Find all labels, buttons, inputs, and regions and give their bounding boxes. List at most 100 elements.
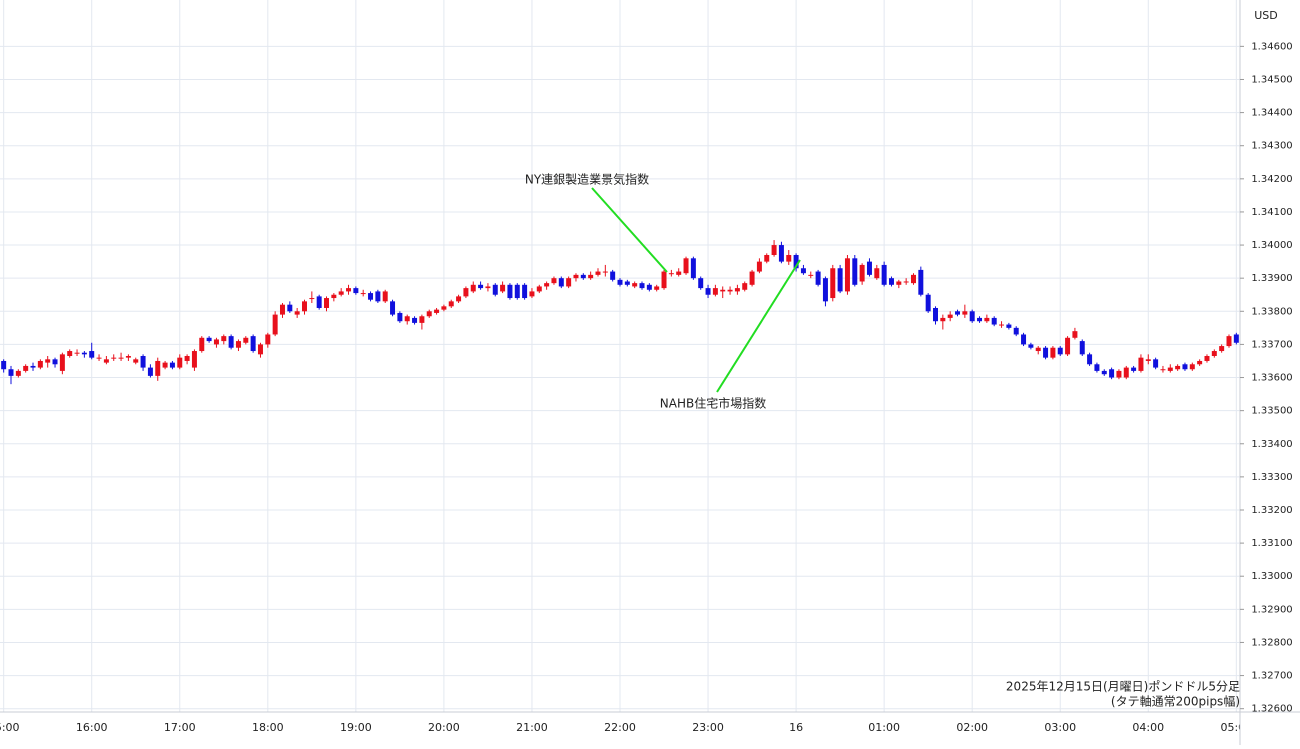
y-tick-label: 1.33500 — [1251, 406, 1292, 417]
candle-body — [852, 258, 858, 285]
candle-body — [1087, 354, 1093, 365]
y-tick-label: 1.33300 — [1251, 472, 1292, 483]
candle-body — [1050, 347, 1056, 358]
candle-body — [103, 359, 109, 363]
candle-body — [881, 264, 887, 285]
y-tick-label: 1.32800 — [1251, 637, 1292, 648]
x-tick-label: 02:00 — [956, 721, 988, 734]
x-tick-label: 19:00 — [340, 721, 372, 734]
candle-body — [727, 289, 733, 292]
candle-body — [1167, 367, 1173, 371]
y-tick-label: 1.33900 — [1251, 273, 1292, 284]
candle-body — [272, 314, 278, 335]
candle-body — [962, 311, 968, 315]
y-tick-label: 1.32600 — [1251, 704, 1292, 715]
y-tick-label: 1.34200 — [1251, 174, 1292, 185]
candle-body — [756, 261, 762, 272]
candle-body — [778, 245, 784, 262]
candle-body — [1109, 369, 1115, 378]
candle-body — [434, 309, 440, 313]
y-tick-label: 1.33600 — [1251, 373, 1292, 384]
candle-body — [478, 284, 484, 289]
candle-body — [793, 254, 799, 269]
candle-body — [866, 261, 872, 275]
candle-body — [1189, 364, 1195, 370]
candle-body — [844, 258, 850, 292]
candle-body — [441, 306, 447, 310]
candle-body — [1153, 359, 1159, 368]
candle-body — [933, 307, 938, 322]
candle-body — [448, 301, 454, 307]
candle-body — [632, 283, 638, 287]
y-tick-label: 1.33400 — [1251, 439, 1292, 450]
candle-body — [45, 359, 51, 363]
candle-body — [859, 264, 865, 282]
candle-body — [771, 245, 777, 255]
candle-body — [947, 314, 953, 318]
candle-body — [331, 294, 337, 299]
x-tick-label: 15:00 — [0, 721, 20, 734]
candle-body — [815, 271, 821, 285]
candle-body — [1123, 367, 1129, 378]
candle-body — [1013, 327, 1019, 335]
candle-body — [346, 288, 352, 292]
candle-body — [1145, 359, 1151, 361]
candle-body — [690, 258, 696, 279]
y-tick-label: 1.33700 — [1251, 339, 1292, 350]
candle-body — [1072, 331, 1078, 338]
candle-body — [492, 284, 498, 295]
candle-body — [830, 268, 836, 299]
candle-body — [925, 294, 931, 312]
candle-body — [287, 304, 293, 312]
candle-body — [147, 367, 153, 376]
candle-body — [544, 283, 550, 287]
candle-body — [375, 291, 381, 302]
annotation: NY連銀製造業景気指数 — [525, 172, 649, 187]
candle-body — [426, 311, 432, 317]
candle-body — [1094, 364, 1100, 371]
candle-body — [177, 357, 183, 368]
candle-body — [1226, 336, 1232, 347]
candle-body — [257, 344, 263, 355]
candle-body — [1021, 334, 1027, 345]
candle-body — [1079, 341, 1085, 355]
candle-body — [419, 316, 425, 323]
x-tick-label: 17:00 — [164, 721, 196, 734]
candle-body — [698, 278, 704, 289]
candle-body — [470, 284, 476, 292]
x-tick-label: 16 — [789, 721, 803, 734]
candle-body — [764, 254, 770, 262]
candle-body — [1006, 324, 1012, 328]
candle-body — [507, 284, 513, 299]
candle-body — [639, 283, 645, 289]
candle-body — [302, 301, 307, 312]
candle-body — [705, 288, 711, 295]
candle-body — [720, 289, 726, 292]
candle-body — [1116, 370, 1122, 378]
candle-body — [683, 258, 689, 274]
candle-body — [169, 362, 175, 368]
candles — [1, 240, 1239, 385]
y-tick-label: 1.33000 — [1251, 571, 1292, 582]
candle-body — [96, 357, 102, 359]
candle-body — [712, 288, 718, 295]
candle-body — [580, 274, 586, 279]
candle-body — [206, 337, 212, 342]
annotation-line — [591, 187, 668, 273]
y-tick-label: 1.33100 — [1251, 538, 1292, 549]
x-tick-label: 18:00 — [252, 721, 284, 734]
candle-body — [184, 356, 190, 361]
candle-body — [199, 337, 205, 352]
y-tick-label: 1.34300 — [1251, 141, 1292, 152]
candle-body — [111, 357, 117, 359]
candle-body — [588, 274, 594, 279]
candle-body — [566, 278, 572, 287]
x-tick-label: 05:00 — [1220, 721, 1252, 734]
candle-body — [558, 278, 564, 287]
candle-body — [536, 286, 542, 292]
annotation: NAHB住宅市場指数 — [660, 396, 766, 411]
caption: 2025年12月15日(月曜日)ポンドドル5分足 — [1006, 680, 1240, 694]
candle-body — [514, 284, 520, 299]
candle-body — [999, 324, 1005, 326]
candle-body — [624, 281, 630, 285]
